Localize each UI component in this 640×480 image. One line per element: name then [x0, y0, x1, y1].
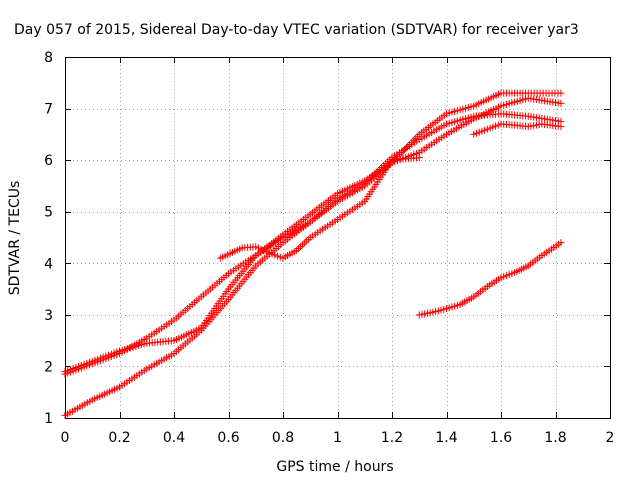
y-tick-label: 5	[44, 205, 53, 221]
series-track-1	[61, 89, 565, 419]
y-tick-label: 4	[44, 256, 53, 272]
chart-title: Day 057 of 2015, Sidereal Day-to-day VTE…	[14, 22, 579, 38]
series-track-6	[470, 120, 565, 138]
x-axis-label: GPS time / hours	[276, 459, 393, 475]
series-track-5	[415, 239, 565, 319]
data-point	[297, 243, 305, 251]
data-point	[557, 123, 565, 131]
x-tick-label: 0.2	[108, 430, 130, 446]
x-tick-label: 1.4	[435, 430, 457, 446]
y-tick-label: 6	[44, 153, 53, 169]
data-point	[295, 245, 303, 253]
plot-frame	[65, 57, 611, 419]
data-point	[557, 99, 565, 107]
data-point	[415, 154, 423, 162]
data-point	[557, 239, 565, 247]
data-point	[300, 239, 308, 247]
data-point	[557, 89, 565, 97]
y-tick-label: 1	[44, 411, 53, 427]
x-tick-label: 0	[61, 430, 70, 446]
x-tick-label: 1.2	[381, 430, 403, 446]
y-tick-label: 7	[44, 102, 53, 118]
series-track-4	[216, 154, 423, 262]
y-axis-ticks: 1 2 3 4 5 6 7 8	[44, 50, 610, 427]
data-point	[298, 241, 306, 249]
data-point	[304, 235, 312, 243]
y-tick-label: 3	[44, 308, 53, 324]
x-tick-label: 0.6	[217, 430, 239, 446]
data-point	[302, 237, 310, 245]
x-tick-label: 0.4	[163, 430, 185, 446]
x-tick-label: 0.8	[272, 430, 294, 446]
data-points	[61, 89, 565, 419]
grid-lines	[65, 57, 610, 418]
x-tick-label: 1.6	[490, 430, 512, 446]
x-tick-label: 1	[333, 430, 342, 446]
x-tick-label: 1.8	[544, 430, 566, 446]
series-track-2	[61, 110, 565, 376]
y-axis-label: SDTVAR / TECUs	[7, 181, 23, 296]
x-tick-label: 2	[606, 430, 615, 446]
y-tick-label: 8	[44, 50, 53, 66]
y-tick-label: 2	[44, 359, 53, 375]
